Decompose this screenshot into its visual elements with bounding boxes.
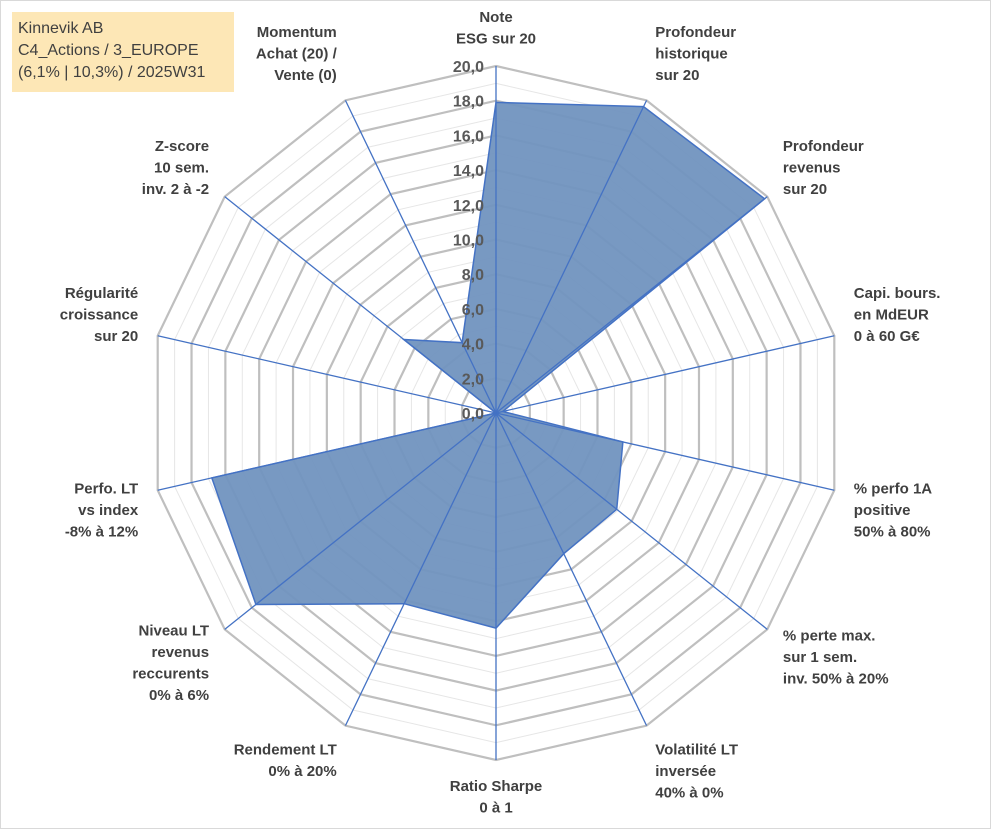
tick-label: 10,0 [453,233,484,250]
axis-label: Profondeur revenus sur 20 [783,138,864,198]
axis-label-line: revenus [783,159,841,176]
axis-spoke [224,412,497,630]
performance-week: (6,1% | 10,3%) / 2025W31 [18,64,206,81]
axis-label-line: % perfo 1A [854,481,933,498]
axis-spoke [495,335,835,414]
axis-label-line: 10 sem. [154,159,209,176]
axis-label-line: % perte max. [783,628,876,645]
axis-label-line: sur 20 [783,181,827,198]
axis-label-line: Niveau LT [138,622,209,639]
axis-spoke [344,412,497,726]
axis-label-line: positive [854,502,911,519]
axis-label-line: Capi. bours. [854,285,941,302]
axis-spoke [224,196,497,414]
axis-label-line: inv. 2 à -2 [142,181,209,198]
axis-label-line: Z-score [155,138,209,155]
axis-label: % perfo 1A positive 50% à 80% [854,481,933,541]
axis-spoke [495,412,648,726]
axis-label-line: Rendement LT [234,742,337,759]
axis-label-line: 50% à 80% [854,524,931,541]
axis-label: Rendement LT 0% à 20% [234,742,337,781]
tick-label: 2,0 [462,371,484,388]
axis-label-line: croissance [60,306,138,323]
tick-label: 0,0 [462,406,484,423]
axis-label-line: Vente (0) [274,67,337,84]
axis-label-line: Régularité [65,285,138,302]
axis-label-line: Note [479,9,512,26]
tick-label: 20,0 [453,59,484,76]
axis-label-line: 0 à 1 [479,800,512,817]
axis-label-line: 40% à 0% [655,785,723,802]
axis-label-line: revenus [152,644,210,661]
axis-spoke [495,412,768,630]
axis-label-line: Perfo. LT [74,481,138,498]
axis-spoke [157,412,497,491]
tick-label: 8,0 [462,267,484,284]
axis-label: Note ESG sur 20 [456,9,536,48]
spokes [157,66,835,760]
tick-label: 16,0 [453,128,484,145]
axis-label-line: ESG sur 20 [456,31,536,48]
axis-label-line: vs index [78,502,139,519]
tick-label: 6,0 [462,302,484,319]
axis-label: Profondeur historique sur 20 [655,24,736,84]
axis-label: Ratio Sharpe 0 à 1 [450,778,543,817]
axis-label-line: Volatilité LT [655,742,738,759]
info-box: Kinnevik AB C4_Actions / 3_EUROPE (6,1% … [12,12,234,92]
axis-label: Volatilité LT inversée 40% à 0% [655,742,738,802]
axis-spoke [495,196,768,414]
axis-label-line: 0% à 20% [268,763,336,780]
axis-spoke [495,100,648,414]
axis-label-line: sur 20 [94,328,138,345]
axis-label: Capi. bours. en MdEUR 0 à 60 G€ [854,285,941,345]
portfolio-category: C4_Actions / 3_EUROPE [18,42,199,59]
axis-label-line: inversée [655,763,716,780]
axis-label-line: en MdEUR [854,306,929,323]
axis-label-line: 0 à 60 G€ [854,328,921,345]
axis-label: Perfo. LT vs index -8% à 12% [65,481,139,541]
axis-spoke [157,335,497,414]
axis-label: % perte max. sur 1 sem. inv. 50% à 20% [783,628,889,688]
company-name: Kinnevik AB [18,20,104,37]
axis-label: Z-score 10 sem. inv. 2 à -2 [142,138,209,198]
axis-label: Momentum Achat (20) / Vente (0) [256,24,338,84]
tick-label: 4,0 [462,337,484,354]
axis-label-line: sur 1 sem. [783,649,857,666]
axis-label-line: Profondeur [655,24,736,41]
axis-spoke [495,412,835,491]
axis-label-line: Momentum [257,24,337,41]
axis-label-line: Ratio Sharpe [450,778,543,795]
tick-label: 14,0 [453,163,484,180]
axis-label-line: inv. 50% à 20% [783,671,889,688]
axis-label-line: historique [655,45,728,62]
axis-label-line: -8% à 12% [65,524,138,541]
axis-spoke [344,100,497,414]
tick-label: 12,0 [453,198,484,215]
tick-label: 18,0 [453,94,484,111]
axis-label: Régularité croissance sur 20 [60,285,138,345]
axis-label: Niveau LT revenus reccurents 0% à 6% [132,622,209,704]
axis-label-line: Achat (20) / [256,45,338,62]
axis-label-line: reccurents [132,665,209,682]
axis-label-line: Profondeur [783,138,864,155]
axis-label-line: sur 20 [655,67,699,84]
axis-label-line: 0% à 6% [149,687,209,704]
